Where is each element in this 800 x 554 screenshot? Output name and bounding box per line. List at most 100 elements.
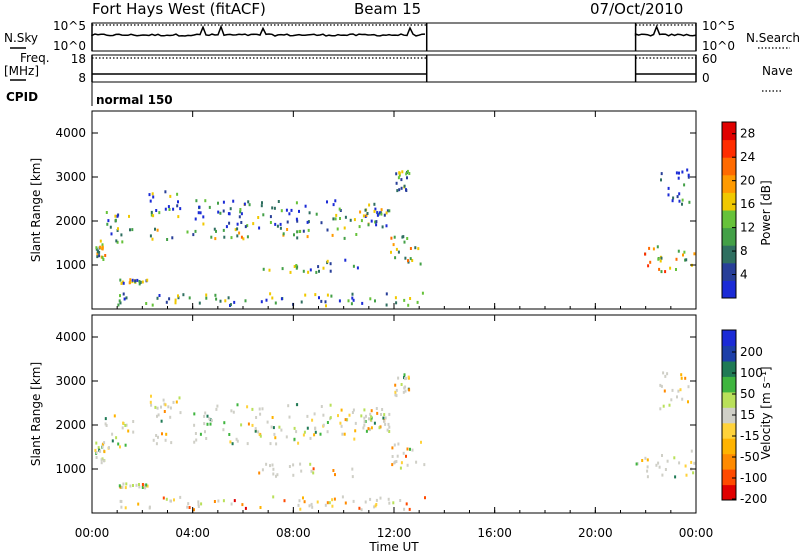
nave-label: Nave bbox=[762, 64, 793, 78]
data-cell bbox=[172, 400, 175, 404]
data-cell bbox=[105, 424, 108, 427]
data-cell bbox=[215, 407, 218, 411]
data-cell bbox=[647, 264, 650, 268]
data-cell bbox=[228, 433, 231, 436]
data-cell bbox=[407, 303, 410, 307]
data-cell bbox=[349, 218, 352, 222]
data-cell bbox=[402, 235, 405, 239]
data-cell bbox=[655, 463, 658, 467]
data-cell bbox=[391, 463, 394, 467]
data-cell bbox=[674, 475, 677, 479]
data-cell bbox=[141, 280, 144, 284]
data-cell bbox=[657, 461, 660, 465]
data-cell bbox=[398, 173, 401, 177]
data-cell bbox=[148, 506, 151, 510]
data-cell bbox=[399, 466, 402, 470]
data-cell bbox=[362, 214, 365, 218]
data-cell bbox=[182, 293, 185, 297]
data-cell bbox=[129, 228, 131, 232]
data-cell bbox=[318, 296, 320, 300]
data-cell bbox=[326, 259, 329, 263]
data-cell bbox=[161, 432, 163, 436]
data-cell bbox=[229, 303, 232, 307]
data-cell bbox=[306, 235, 309, 239]
x-tick-label: 16:00 bbox=[477, 526, 512, 540]
x-tick-label: 00:00 bbox=[75, 526, 110, 540]
data-cell bbox=[228, 221, 231, 225]
data-cell bbox=[149, 199, 152, 203]
data-cell bbox=[685, 258, 688, 262]
data-cell bbox=[262, 213, 265, 217]
data-cell bbox=[405, 502, 408, 506]
cpid-text: normal 150 bbox=[96, 93, 173, 107]
data-cell bbox=[145, 483, 148, 487]
data-cell bbox=[198, 301, 201, 305]
data-cell bbox=[236, 439, 239, 443]
data-cell bbox=[289, 270, 292, 274]
data-cell bbox=[369, 297, 372, 301]
colorbar-tick-label: 4 bbox=[740, 268, 748, 282]
data-cell bbox=[358, 225, 361, 229]
data-cell bbox=[154, 227, 156, 231]
data-cell bbox=[205, 296, 208, 300]
data-cell bbox=[373, 421, 376, 425]
data-cell bbox=[134, 279, 137, 283]
data-cell bbox=[364, 420, 367, 423]
data-cell bbox=[107, 219, 110, 223]
data-cell bbox=[131, 278, 134, 282]
data-cell bbox=[124, 486, 127, 490]
data-cell bbox=[376, 213, 379, 217]
data-cell bbox=[326, 421, 329, 424]
data-cell bbox=[332, 217, 335, 221]
data-cell bbox=[388, 209, 391, 213]
data-cell bbox=[261, 468, 264, 472]
noise-left-top-label: 10^5 bbox=[53, 19, 86, 33]
data-cell bbox=[150, 210, 153, 214]
data-cell bbox=[304, 293, 307, 297]
data-cell bbox=[322, 423, 325, 427]
data-cell bbox=[213, 227, 216, 231]
data-cell bbox=[316, 500, 319, 504]
data-cell bbox=[676, 195, 679, 199]
data-cell bbox=[111, 439, 114, 443]
data-cell bbox=[266, 420, 269, 424]
data-cell bbox=[240, 235, 243, 239]
nave-bottom-label: 0 bbox=[702, 71, 710, 85]
data-cell bbox=[295, 430, 298, 434]
data-cell bbox=[162, 398, 165, 402]
data-cell bbox=[303, 430, 306, 434]
data-cell bbox=[403, 184, 406, 188]
data-cell bbox=[360, 414, 363, 418]
data-cell bbox=[329, 262, 332, 266]
data-cell bbox=[229, 207, 232, 211]
data-cell bbox=[292, 463, 295, 467]
data-cell bbox=[179, 411, 182, 415]
data-cell bbox=[240, 423, 243, 427]
freq-label: Freq. bbox=[20, 51, 50, 65]
beam-label: Beam 15 bbox=[354, 0, 421, 18]
data-cell bbox=[314, 430, 317, 434]
data-cell bbox=[383, 419, 386, 423]
data-cell bbox=[129, 278, 132, 282]
data-cell bbox=[176, 204, 179, 208]
data-cell bbox=[173, 498, 175, 502]
data-cell bbox=[285, 208, 288, 212]
data-cell bbox=[271, 416, 274, 419]
freq-unit-label: [MHz] bbox=[4, 64, 39, 78]
data-cell bbox=[248, 203, 251, 207]
data-cell bbox=[406, 176, 408, 180]
data-cell bbox=[278, 425, 281, 429]
data-cell bbox=[120, 281, 123, 285]
data-cell bbox=[108, 446, 110, 450]
data-cell bbox=[671, 199, 674, 203]
data-cell bbox=[320, 299, 323, 303]
data-cell bbox=[386, 209, 389, 213]
data-cell bbox=[344, 501, 347, 505]
data-cell bbox=[378, 211, 381, 215]
data-cell bbox=[103, 450, 106, 454]
data-cell bbox=[262, 267, 265, 271]
data-cell bbox=[374, 220, 377, 224]
y-tick-label: 1000 bbox=[55, 258, 86, 272]
data-cell bbox=[683, 183, 686, 187]
data-cell bbox=[115, 436, 118, 440]
